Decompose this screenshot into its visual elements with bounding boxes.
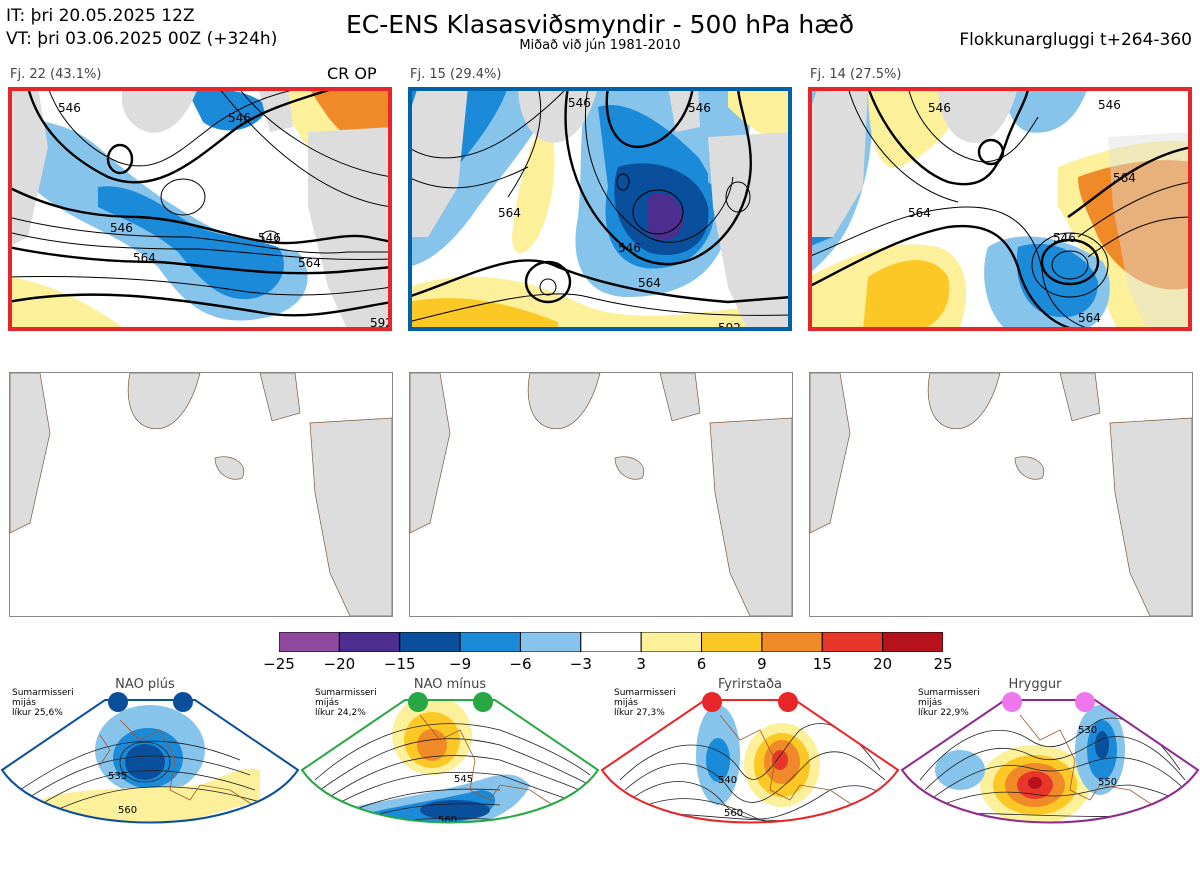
regime-2-fan: 545 560 575 xyxy=(302,700,598,861)
regime-3-contour-2: 560 xyxy=(724,808,743,819)
empty-map-2 xyxy=(409,372,793,617)
regime-2-contour-1: 545 xyxy=(454,774,473,785)
colorbar-swatch xyxy=(279,632,340,652)
regime-1-marker-left xyxy=(108,692,128,712)
cluster-1-contour-6: 564 xyxy=(298,256,321,270)
regime-3-contour-3: 575 xyxy=(738,833,757,844)
cluster-1-map: 546 546 564 546 546 564 592 xyxy=(8,87,392,331)
colorbar-tick-label: 20 xyxy=(873,655,893,673)
cluster-3-contour-2: 546 xyxy=(1098,98,1121,112)
regime-1-contour-1: 535 xyxy=(108,771,127,782)
cluster-3-label: Fj. 14 (27.5%) xyxy=(810,67,902,82)
cluster-1-contour-4: 546 xyxy=(110,221,133,235)
colorbar-tick-label: −25 xyxy=(263,655,295,673)
cluster-3-contour-4: 546 xyxy=(1053,231,1076,245)
cluster-1-contour-7: 592 xyxy=(370,316,392,330)
colorbar-swatch xyxy=(338,632,401,652)
regime-1-name: NAO plús xyxy=(115,677,175,692)
colorbar-tick-label: 25 xyxy=(933,655,953,673)
regime-2-contour-2: 560 xyxy=(438,815,457,826)
clustering-window: Flokkunargluggi t+264-360 xyxy=(959,30,1192,50)
regime-2-note: Sumarmisseri mijás líkur 24,2% xyxy=(315,688,377,718)
colorbar-swatch xyxy=(519,632,582,652)
cluster-2-contour-3: 564 xyxy=(498,206,521,220)
colorbar-tick-label: 9 xyxy=(757,655,767,673)
cluster-1-border xyxy=(8,87,392,331)
colorbar-tick-label: 3 xyxy=(636,655,646,673)
regime-4-marker-left xyxy=(1002,692,1022,712)
cluster-3-contour-5: 564 xyxy=(1113,171,1136,185)
cluster-1-contour-1: 546 xyxy=(58,101,81,115)
regime-3-name: Fyrirstaða xyxy=(717,677,783,692)
cluster-3-contour-1: 546 xyxy=(928,101,951,115)
regime-3-contour-1: 540 xyxy=(718,775,737,786)
cluster-3-contour-6: 564 xyxy=(1078,311,1101,325)
colorbar xyxy=(279,632,943,652)
cluster-3-border xyxy=(808,87,1192,331)
regime-1-fan: 535 560 xyxy=(2,700,298,823)
regime-2-marker-left xyxy=(408,692,428,712)
cluster-2-map: 546 546 564 546 564 592 xyxy=(408,87,792,331)
colorbar-swatch xyxy=(882,632,943,652)
colorbar-swatch xyxy=(459,632,521,652)
cluster-2-contour-6: 592 xyxy=(718,321,741,331)
regime-4-contour-3: 575 xyxy=(1092,837,1111,848)
regime-4-note: Sumarmisseri mijás líkur 22,9% xyxy=(918,688,980,718)
regime-4-name: Hryggur xyxy=(1008,677,1062,692)
cluster-2-contour-2: 546 xyxy=(688,101,711,115)
colorbar-swatch xyxy=(640,632,703,652)
cluster-2-contour-4: 546 xyxy=(618,241,641,255)
regime-1-contour-2: 560 xyxy=(118,805,137,816)
colorbar-tick-label: 6 xyxy=(696,655,707,673)
regime-2-name: NAO mínus xyxy=(413,677,487,692)
cluster-2-label: Fj. 15 (29.4%) xyxy=(410,67,502,82)
climatology-note: Miðað við jún 1981-2010 xyxy=(519,38,681,53)
cluster-1-tag: CR OP xyxy=(327,64,377,83)
init-time: IT: þri 20.05.2025 12Z xyxy=(6,6,195,26)
regime-3-marker-right xyxy=(778,692,798,712)
regime-fans: 535 560 545 560 575 540 xyxy=(0,692,1200,861)
regime-2-marker-right xyxy=(473,692,493,712)
colorbar-tick-label: −20 xyxy=(323,655,356,673)
cluster-1-contour-5: 546 xyxy=(258,231,281,245)
colorbar-swatch xyxy=(821,632,884,652)
colorbar-tick-label: −3 xyxy=(569,655,592,673)
cluster-1-contour-3: 564 xyxy=(133,251,156,265)
empty-map-1 xyxy=(9,372,393,617)
colorbar-swatch xyxy=(399,632,461,652)
regime-3-fan: 540 560 575 xyxy=(602,700,898,844)
cluster-1-label: Fj. 22 (43.1%) xyxy=(10,67,102,82)
cluster-3-contour-3: 564 xyxy=(908,206,931,220)
cluster-2-border xyxy=(408,87,792,331)
cluster-1-contour-2: 546 xyxy=(228,111,251,125)
regime-1-note: Sumarmisseri mijás líkur 25,6% xyxy=(12,688,74,718)
colorbar-tick-label: −15 xyxy=(383,655,416,673)
valid-time: VT: þri 03.06.2025 00Z (+324h) xyxy=(6,29,278,49)
colorbar-tick-label: −9 xyxy=(449,655,472,673)
colorbar-tick-label: −6 xyxy=(509,655,532,673)
colorbar-swatch xyxy=(701,632,763,652)
regime-3-marker-left xyxy=(702,692,722,712)
cluster-3-map: 546 546 564 546 564 564 xyxy=(808,87,1192,331)
regime-3-note: Sumarmisseri mijás líkur 27,3% xyxy=(614,688,676,718)
regime-4-contour-2: 550 xyxy=(1098,777,1117,788)
page-title: EC-ENS Klasasviðsmyndir - 500 hPa hæð xyxy=(345,10,855,39)
colorbar-swatch xyxy=(580,632,642,652)
cluster-2-contour-5: 564 xyxy=(638,276,661,290)
regime-2-contour-3: 575 xyxy=(448,850,467,861)
colorbar-swatch xyxy=(761,632,823,652)
regime-4-fan: 530 550 575 xyxy=(902,700,1198,848)
regime-4-contour-1: 530 xyxy=(1078,725,1097,736)
regime-4-marker-right xyxy=(1075,692,1095,712)
colorbar-tick-label: 15 xyxy=(812,655,832,673)
cluster-2-contour-1: 546 xyxy=(568,96,591,110)
regime-1-marker-right xyxy=(173,692,193,712)
empty-map-3 xyxy=(809,372,1193,617)
